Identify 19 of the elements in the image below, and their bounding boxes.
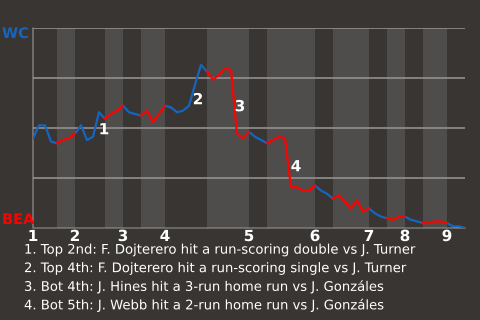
- annotation: 4: [291, 160, 301, 172]
- x-tick-label: 7: [364, 230, 374, 241]
- annotation: 2: [194, 92, 202, 104]
- text: WC: [2, 27, 28, 38]
- x-tick-label: 6: [310, 230, 320, 242]
- x-tick-label: 2: [70, 230, 79, 241]
- annotation: BEA: [3, 213, 34, 224]
- text: 3. Bot 4th: J. Hines hit a 3-run home run vs J. Gonzáles: [25, 280, 384, 294]
- x-tick-label: 4: [160, 230, 170, 241]
- x-tick-label: 3: [118, 230, 128, 242]
- annotation: 3: [236, 100, 244, 112]
- x-tick-label: 8: [400, 230, 410, 242]
- text: 4. Bot 5th: J. Webb hit a 2-run home run vs J. Gonzáles: [24, 298, 384, 312]
- x-tick-label: 5: [244, 230, 254, 242]
- text: 2. Top 4th: F. Dojterero hit a run-scoring single vs J. Turner: [24, 262, 406, 275]
- x-tick-label: 9: [442, 230, 452, 242]
- x-tick-label: 1: [29, 230, 38, 241]
- text: 1. Top 2nd: F. Dojterero hit a run-scoring double vs J. Turner: [25, 244, 416, 256]
- annotation: 1: [100, 123, 108, 134]
